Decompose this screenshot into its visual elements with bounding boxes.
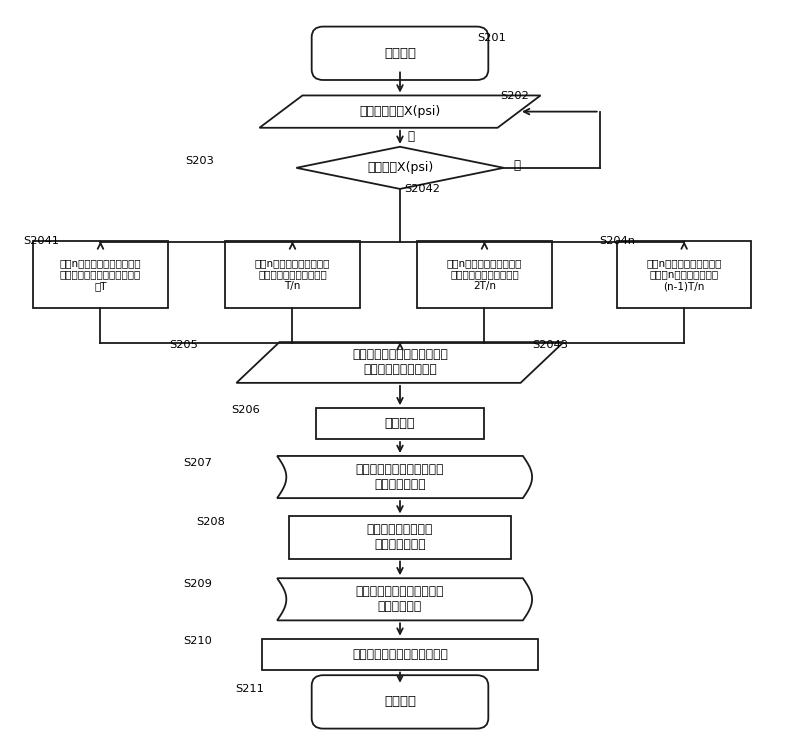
Text: 数据来集卡来集得到片上片下
电压值随时间变化关系: 数据来集卡来集得到片上片下 电压值随时间变化关系 xyxy=(352,348,448,376)
Bar xyxy=(226,242,360,308)
Polygon shape xyxy=(296,146,504,189)
Text: 数据处理: 数据处理 xyxy=(385,417,415,430)
Bar xyxy=(315,408,485,439)
Text: 使用n片一定厚度镀铜硅片中
的第一片进行完全抛光，时间
为T: 使用n片一定厚度镀铜硅片中 的第一片进行完全抛光，时间 为T xyxy=(60,258,142,291)
Text: S206: S206 xyxy=(231,405,260,414)
Text: S205: S205 xyxy=(170,340,198,350)
Text: S204n: S204n xyxy=(600,236,636,246)
Text: 标定开始: 标定开始 xyxy=(384,47,416,60)
Text: S209: S209 xyxy=(183,579,212,589)
Polygon shape xyxy=(259,95,541,128)
Text: S201: S201 xyxy=(477,33,506,43)
Text: 标定完成: 标定完成 xyxy=(384,695,416,709)
Bar xyxy=(617,242,751,308)
Polygon shape xyxy=(277,578,532,621)
Text: S208: S208 xyxy=(197,517,226,527)
Text: 对在线膜厚测量系统进行标定: 对在线膜厚测量系统进行标定 xyxy=(352,648,448,660)
Text: 使用n片一定厚度镀铜硅片
中的第二片进行，时间为
T/n: 使用n片一定厚度镀铜硅片 中的第二片进行，时间为 T/n xyxy=(254,258,330,291)
Text: S2043: S2043 xyxy=(532,340,568,350)
Text: 使用n片一定厚度镀铜硅片
中的第n片进行，时间为
(n-1)T/n: 使用n片一定厚度镀铜硅片 中的第n片进行，时间为 (n-1)T/n xyxy=(646,258,722,291)
Text: S203: S203 xyxy=(185,156,214,166)
Text: 否: 否 xyxy=(514,160,521,172)
Text: 使用n片一定厚度镀铜硅片
中的第三片进行，时间为
2T/n: 使用n片一定厚度镀铜硅片 中的第三片进行，时间为 2T/n xyxy=(446,258,522,291)
Bar xyxy=(262,638,538,670)
Text: S2041: S2041 xyxy=(24,236,60,246)
Text: 是: 是 xyxy=(408,130,414,143)
Text: 片上电压片下电压的差值与
厚度对应曲线: 片上电压片下电压的差值与 厚度对应曲线 xyxy=(356,586,444,613)
FancyBboxPatch shape xyxy=(312,675,488,728)
Text: 四探针法确定抛光结
束后的铜膜厚度: 四探针法确定抛光结 束后的铜膜厚度 xyxy=(367,523,433,551)
Bar xyxy=(34,242,168,308)
Text: S211: S211 xyxy=(235,684,264,694)
Text: S2042: S2042 xyxy=(405,184,441,194)
Polygon shape xyxy=(277,456,532,498)
Text: 抛光压力X(psi): 抛光压力X(psi) xyxy=(367,161,433,174)
Text: S202: S202 xyxy=(500,92,529,101)
Text: 输入抛光压力X(psi): 输入抛光压力X(psi) xyxy=(359,105,441,118)
Text: S207: S207 xyxy=(183,458,212,468)
Polygon shape xyxy=(237,342,563,383)
FancyBboxPatch shape xyxy=(312,26,488,80)
Bar xyxy=(289,516,511,559)
Text: S210: S210 xyxy=(183,636,212,646)
Text: 片上电压与片下电压的差值
与时间对应曲线: 片上电压与片下电压的差值 与时间对应曲线 xyxy=(356,463,444,491)
Bar xyxy=(418,242,552,308)
